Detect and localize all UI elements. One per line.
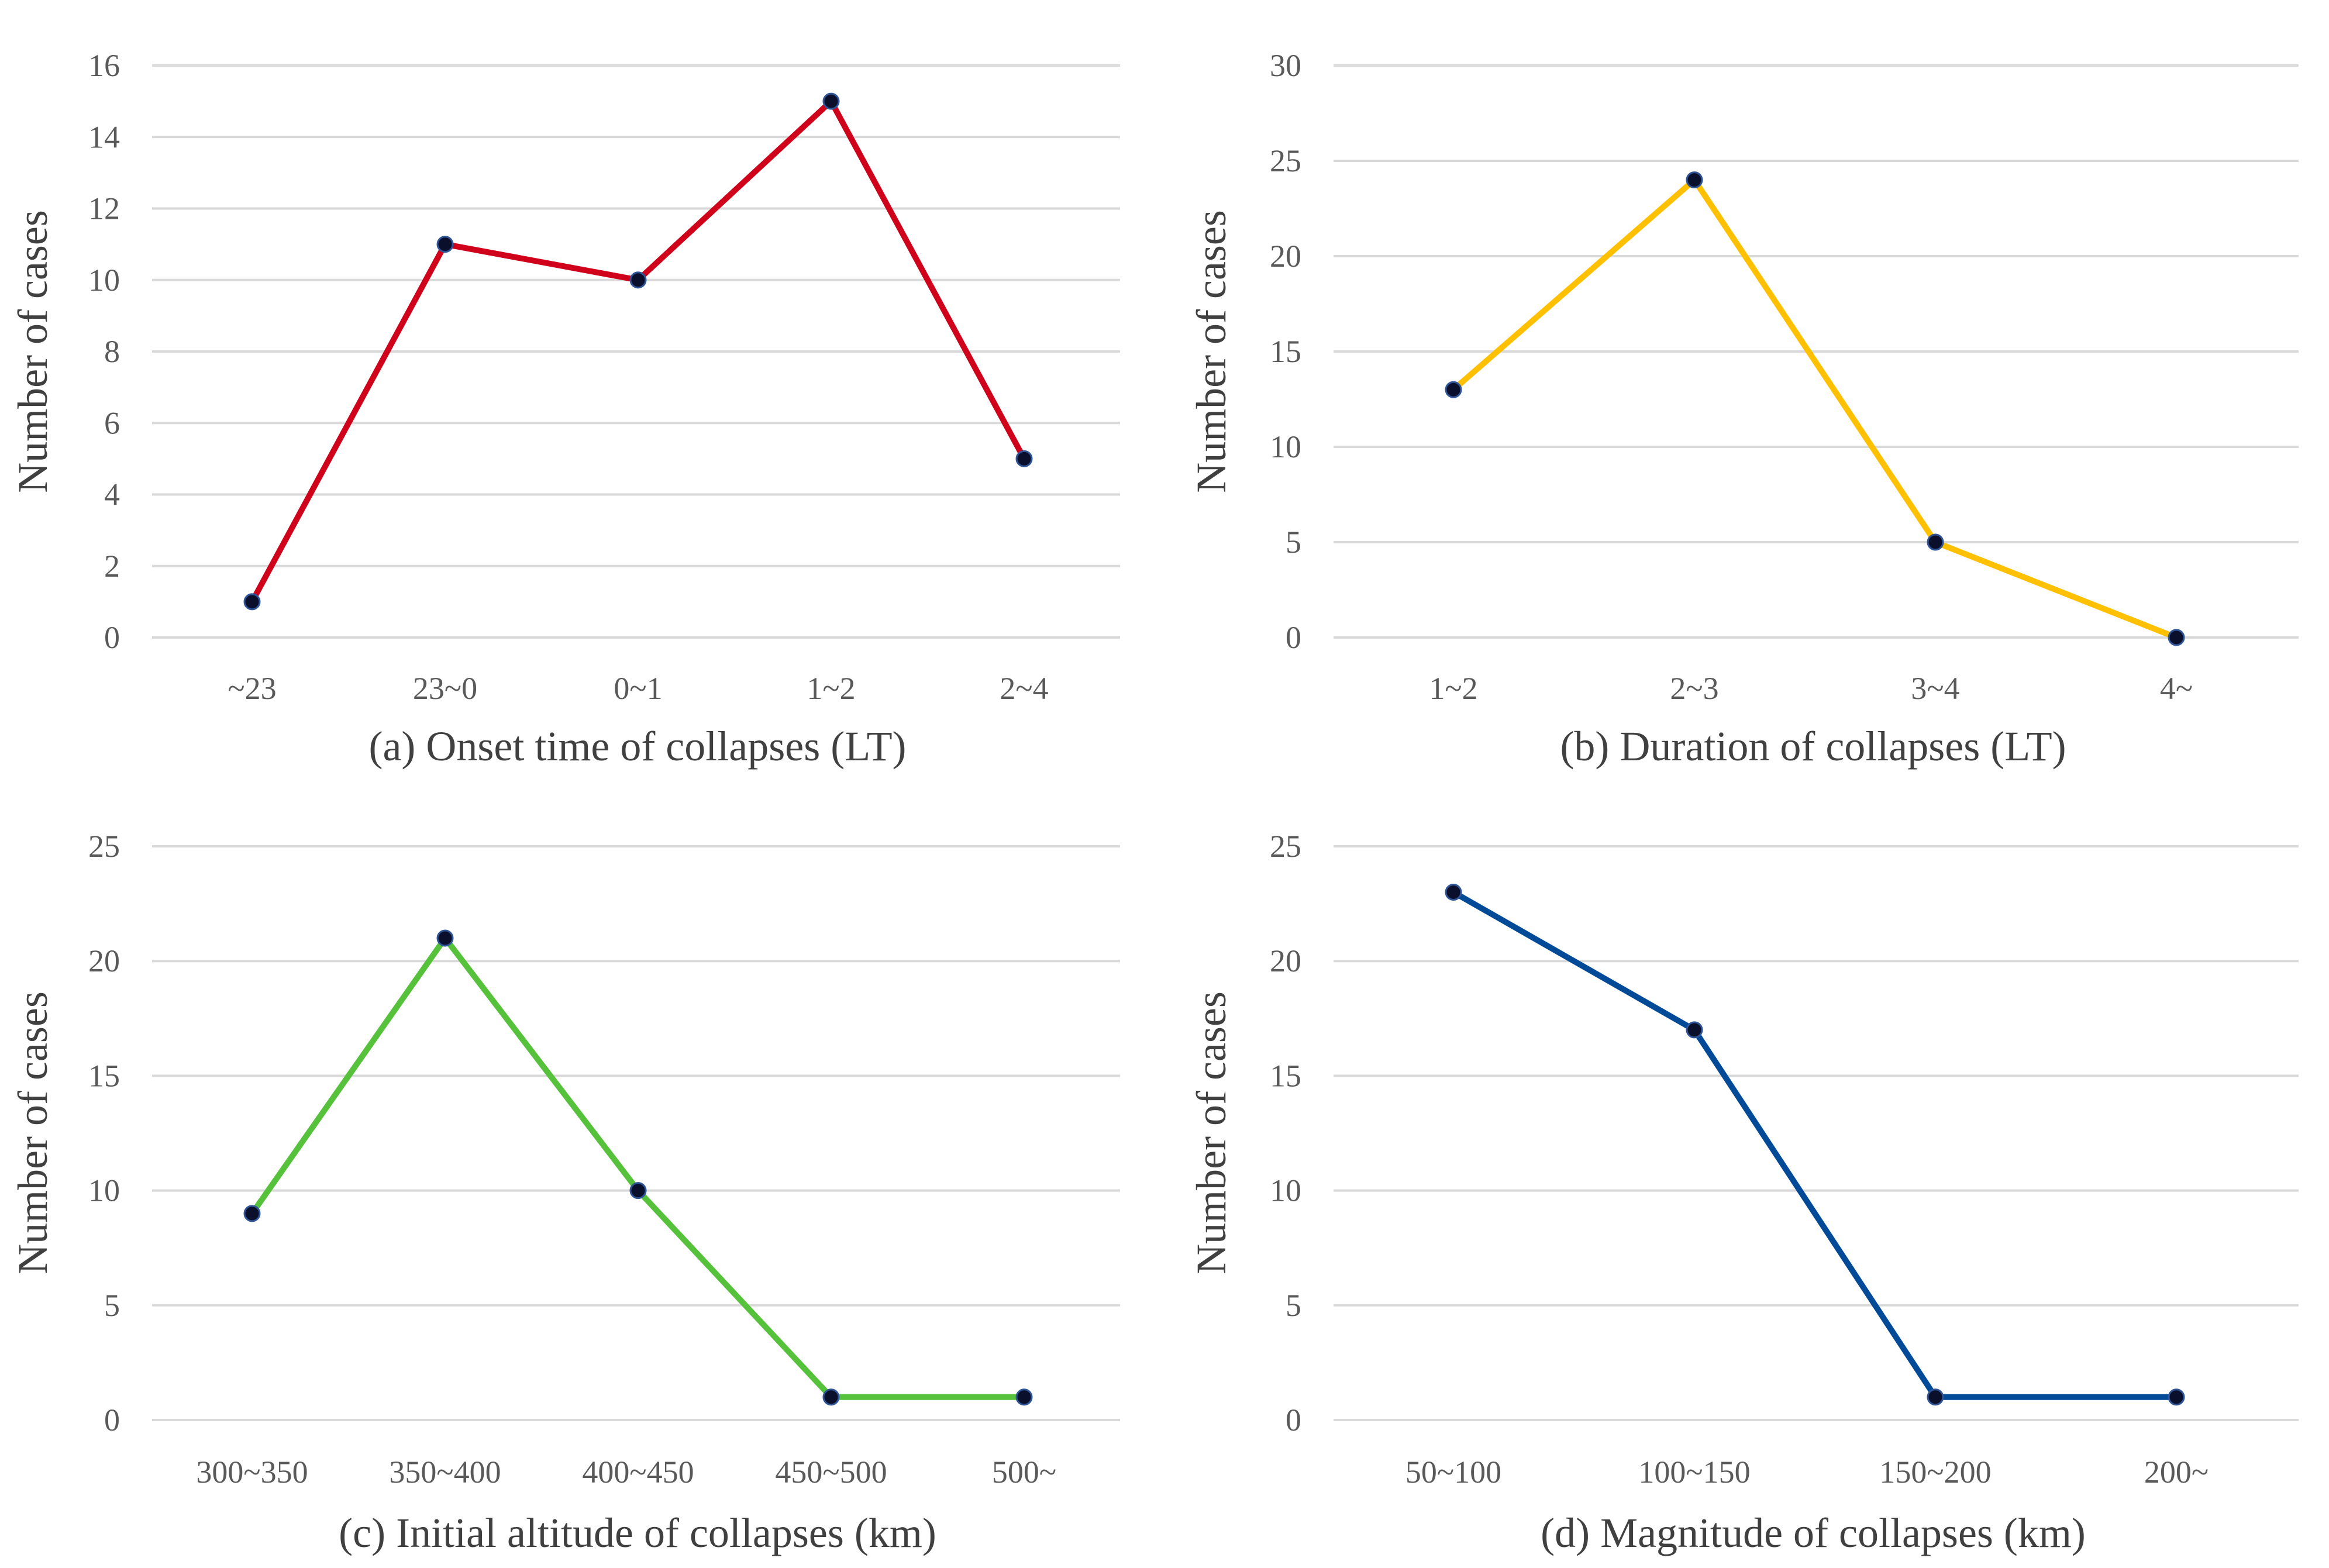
y-tick-label: 6 bbox=[104, 405, 120, 440]
y-tick-label: 5 bbox=[1286, 525, 1301, 560]
panel-caption: (d) Magnitude of collapses (km) bbox=[1541, 1510, 2086, 1556]
y-tick-label: 25 bbox=[1270, 143, 1301, 178]
y-tick-label: 10 bbox=[1270, 429, 1301, 464]
y-axis-label: Number of cases bbox=[1188, 991, 1235, 1274]
y-tick-label: 15 bbox=[88, 1058, 120, 1093]
x-tick-label: 500~ bbox=[992, 1455, 1056, 1490]
panel-a-onset-time: 0 2 4 6 8 10 12 14 16 Number of cases ~23 23~0 0~1 1~… bbox=[9, 48, 1120, 770]
y-tick-label: 12 bbox=[88, 191, 120, 226]
x-tick-label: ~23 bbox=[228, 671, 276, 706]
series-line bbox=[249, 935, 1027, 1400]
y-tick-label: 15 bbox=[1270, 1058, 1301, 1093]
x-tick-label: 200~ bbox=[2144, 1455, 2209, 1490]
panel-caption: (b) Duration of collapses (LT) bbox=[1560, 723, 2066, 770]
y-tick-label: 14 bbox=[88, 119, 120, 154]
x-tick-label: 1~2 bbox=[1429, 671, 1477, 706]
series-line bbox=[1451, 177, 2179, 640]
data-point bbox=[243, 593, 261, 611]
y-tick-label: 0 bbox=[1286, 1402, 1301, 1438]
data-point bbox=[243, 1205, 261, 1222]
x-tick-label: 2~4 bbox=[1000, 671, 1048, 706]
panel-c-initial-altitude: 0 5 10 15 20 25 Number of cases 300~350 350~400 4… bbox=[9, 829, 1120, 1556]
data-point bbox=[822, 1388, 840, 1406]
panel-caption: (a) Onset time of collapses (LT) bbox=[368, 723, 906, 770]
x-tick-label: 50~100 bbox=[1405, 1455, 1501, 1490]
x-tick-label: 400~450 bbox=[582, 1455, 694, 1490]
y-tick-label: 20 bbox=[1270, 239, 1301, 274]
x-tick-label: 450~500 bbox=[775, 1455, 887, 1490]
series-line bbox=[1451, 889, 2179, 1400]
x-tick-label: 1~2 bbox=[807, 671, 855, 706]
y-axis-label: Number of cases bbox=[9, 991, 56, 1274]
data-point bbox=[1445, 381, 1462, 398]
y-tick-label: 10 bbox=[88, 263, 120, 298]
data-point bbox=[1015, 450, 1033, 467]
data-point bbox=[629, 1182, 647, 1200]
y-tick-label: 15 bbox=[1270, 334, 1301, 369]
y-tick-label: 5 bbox=[104, 1288, 120, 1323]
y-tick-label: 2 bbox=[104, 549, 120, 584]
data-point bbox=[1015, 1388, 1033, 1406]
y-axis-label: Number of cases bbox=[1188, 210, 1235, 493]
x-tick-label: 300~350 bbox=[196, 1455, 308, 1490]
data-point bbox=[436, 929, 454, 947]
y-tick-label: 20 bbox=[1270, 943, 1301, 978]
data-point bbox=[1686, 1021, 1703, 1039]
data-point bbox=[1445, 883, 1462, 901]
y-tick-label: 10 bbox=[1270, 1173, 1301, 1208]
x-tick-label: 3~4 bbox=[1911, 671, 1959, 706]
y-tick-label: 30 bbox=[1270, 48, 1301, 83]
y-tick-label: 20 bbox=[88, 943, 120, 978]
data-point bbox=[1686, 171, 1703, 189]
y-axis-label: Number of cases bbox=[9, 210, 56, 493]
data-point bbox=[1927, 1388, 1944, 1406]
y-tick-label: 10 bbox=[88, 1173, 120, 1208]
x-tick-label: 2~3 bbox=[1670, 671, 1718, 706]
x-tick-label: 4~ bbox=[2160, 671, 2193, 706]
x-tick-label: 150~200 bbox=[1879, 1455, 1991, 1490]
y-tick-label: 16 bbox=[88, 48, 120, 83]
y-tick-label: 0 bbox=[104, 1402, 120, 1438]
x-tick-label: 100~150 bbox=[1638, 1455, 1750, 1490]
y-tick-label: 8 bbox=[104, 334, 120, 369]
panel-b-duration: 0 5 10 15 20 25 30 Number of cases 1~2 2~3 3~4 4~ (b… bbox=[1188, 48, 2299, 770]
data-point bbox=[2168, 1388, 2185, 1406]
data-point bbox=[436, 236, 454, 253]
y-tick-label: 0 bbox=[1286, 620, 1301, 655]
x-tick-label: 23~0 bbox=[413, 671, 477, 706]
x-tick-label: 0~1 bbox=[614, 671, 662, 706]
panel-caption: (c) Initial altitude of collapses (km) bbox=[339, 1510, 936, 1556]
data-point bbox=[629, 271, 647, 289]
data-point bbox=[1927, 533, 1944, 551]
panel-d-magnitude: 0 5 10 15 20 25 Number of cases 50~100 100~150 15… bbox=[1188, 829, 2299, 1556]
y-tick-label: 25 bbox=[1270, 829, 1301, 864]
x-tick-label: 350~400 bbox=[389, 1455, 501, 1490]
y-tick-label: 25 bbox=[88, 829, 120, 864]
y-tick-label: 5 bbox=[1286, 1288, 1301, 1323]
y-tick-label: 0 bbox=[104, 620, 120, 655]
data-point bbox=[2168, 629, 2185, 646]
data-point bbox=[822, 92, 840, 110]
y-tick-label: 4 bbox=[104, 477, 120, 512]
